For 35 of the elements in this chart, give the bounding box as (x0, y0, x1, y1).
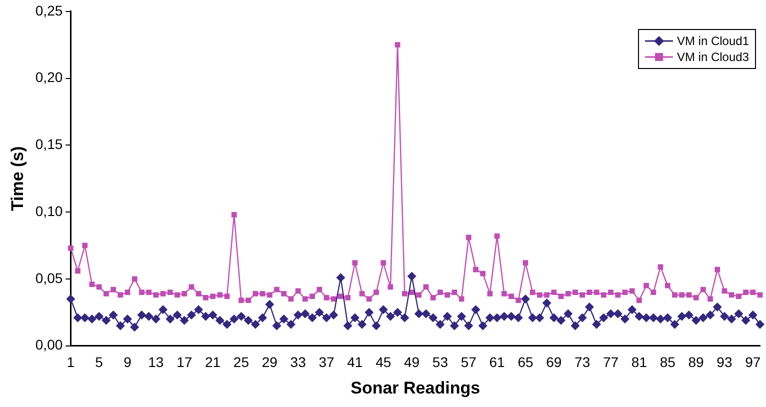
x-tick-label: 57 (460, 354, 477, 370)
x-tick-label: 41 (347, 354, 363, 370)
y-tick-label: 0,00 (35, 336, 63, 353)
y-tick-label: 0,15 (35, 136, 63, 152)
x-tick-label: 97 (745, 354, 761, 370)
x-tick-label: 21 (204, 354, 221, 370)
x-tick-label: 33 (290, 354, 306, 370)
x-tick-label: 77 (602, 354, 619, 370)
x-tick-label: 37 (318, 354, 334, 370)
x-tick-label: 73 (574, 354, 590, 370)
y-tick-label: 0,10 (35, 202, 63, 219)
x-tick-label: 17 (176, 354, 192, 370)
y-tick-label: 0,05 (35, 270, 63, 286)
x-tick-label: 29 (262, 354, 278, 370)
x-tick-label: 89 (688, 354, 704, 370)
x-tick-label: 5 (95, 354, 104, 370)
x-tick-label: 53 (432, 354, 448, 370)
legend-label: VM in Cloud1 (676, 34, 749, 48)
x-tick-label: 93 (716, 354, 732, 370)
legend-label: VM in Cloud3 (676, 50, 749, 64)
x-axis-title: Sonar Readings (350, 378, 480, 398)
x-tick-label: 9 (124, 354, 132, 370)
y-axis-title: Time (s) (8, 146, 27, 212)
x-tick-label: 45 (376, 354, 392, 370)
x-tick-label: 69 (546, 354, 562, 370)
x-tick-label: 25 (233, 354, 250, 370)
y-tick-label: 0,20 (35, 69, 63, 86)
x-tick-label: 49 (404, 354, 420, 370)
x-tick-label: 85 (660, 354, 676, 370)
x-tick-label: 1 (66, 354, 75, 370)
x-tick-label: 81 (631, 354, 648, 370)
y-tick-label: 0,25 (35, 2, 63, 18)
x-tick-label: 13 (148, 354, 164, 370)
x-tick-label: 61 (489, 354, 506, 370)
x-tick-label: 65 (518, 354, 534, 370)
